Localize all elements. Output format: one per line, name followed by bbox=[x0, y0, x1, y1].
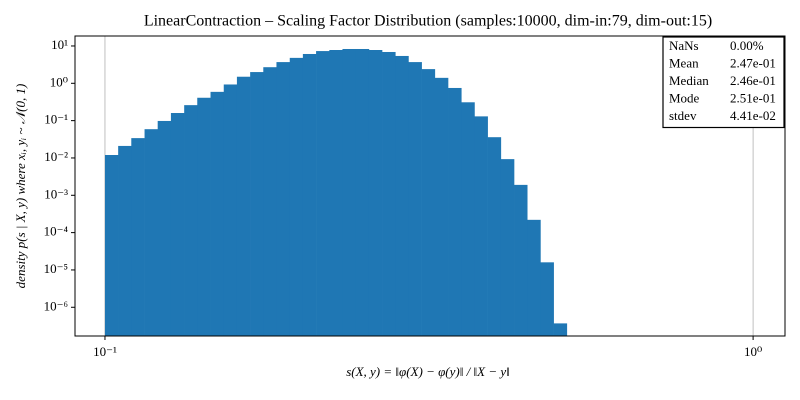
bar bbox=[474, 116, 488, 336]
bar bbox=[461, 102, 475, 336]
bar bbox=[236, 76, 251, 336]
bar bbox=[421, 69, 436, 336]
bar bbox=[289, 57, 304, 336]
bar bbox=[210, 91, 225, 336]
bar bbox=[448, 87, 462, 336]
bar bbox=[197, 97, 211, 336]
bar bbox=[184, 105, 198, 336]
bar bbox=[540, 262, 554, 336]
bar bbox=[368, 50, 383, 336]
stats-value: 2.51e-01 bbox=[730, 90, 776, 105]
bar bbox=[170, 113, 185, 337]
bar bbox=[223, 84, 238, 336]
y-tick-label: 10⁻¹ bbox=[44, 112, 68, 127]
bar bbox=[434, 77, 449, 336]
stats-label: Mean bbox=[669, 55, 699, 70]
y-tick-label: 10⁻⁵ bbox=[44, 261, 68, 276]
chart-title: LinearContraction – Scaling Factor Distr… bbox=[144, 13, 712, 30]
bar bbox=[487, 137, 502, 336]
bar bbox=[408, 62, 422, 336]
x-axis-label: s(X, y) = ‖φ(X) − φ(y)‖ / ‖X − y‖ bbox=[346, 364, 510, 379]
stats-value: 2.47e-01 bbox=[730, 55, 776, 70]
y-axis-label: density p(s | X, y) where xᵢ, yᵢ ~ 𝒩(0, … bbox=[13, 84, 28, 289]
bar bbox=[342, 48, 357, 336]
bar bbox=[131, 138, 145, 336]
x-tick-label: 10⁻¹ bbox=[93, 344, 117, 359]
stats-value: 0.00% bbox=[730, 38, 764, 53]
stats-value: 2.46e-01 bbox=[730, 73, 776, 88]
stats-box bbox=[662, 36, 785, 129]
stats-value: 4.41e-02 bbox=[730, 108, 776, 123]
bar bbox=[329, 50, 343, 336]
bar bbox=[500, 159, 515, 336]
bar bbox=[395, 55, 409, 337]
y-tick-label: 10⁻⁴ bbox=[44, 224, 69, 239]
bar bbox=[104, 155, 119, 336]
bar bbox=[382, 51, 396, 336]
bar bbox=[157, 120, 172, 336]
stats-label: Median bbox=[669, 73, 709, 88]
y-tick-label: 10⁻³ bbox=[44, 186, 68, 201]
y-tick-label: 10⁻² bbox=[44, 149, 68, 164]
x-tick-label: 10⁰ bbox=[744, 344, 762, 359]
plot-frame bbox=[74, 35, 786, 337]
bar bbox=[553, 323, 568, 336]
bar bbox=[250, 72, 264, 337]
y-tick-label: 10⁻⁶ bbox=[44, 298, 68, 313]
bar bbox=[514, 184, 528, 336]
bar bbox=[527, 219, 541, 336]
stats-label: NaNs bbox=[669, 38, 699, 53]
bar bbox=[144, 129, 158, 336]
bar bbox=[276, 62, 291, 336]
bar bbox=[302, 53, 317, 336]
bar bbox=[316, 51, 330, 336]
bar bbox=[355, 48, 370, 336]
y-tick-label: 10⁰ bbox=[50, 74, 68, 89]
stats-label: Mode bbox=[669, 90, 700, 105]
y-tick-label: 10¹ bbox=[51, 37, 68, 52]
bar bbox=[263, 67, 277, 336]
stats-label: stdev bbox=[669, 108, 697, 123]
bar bbox=[118, 145, 132, 336]
